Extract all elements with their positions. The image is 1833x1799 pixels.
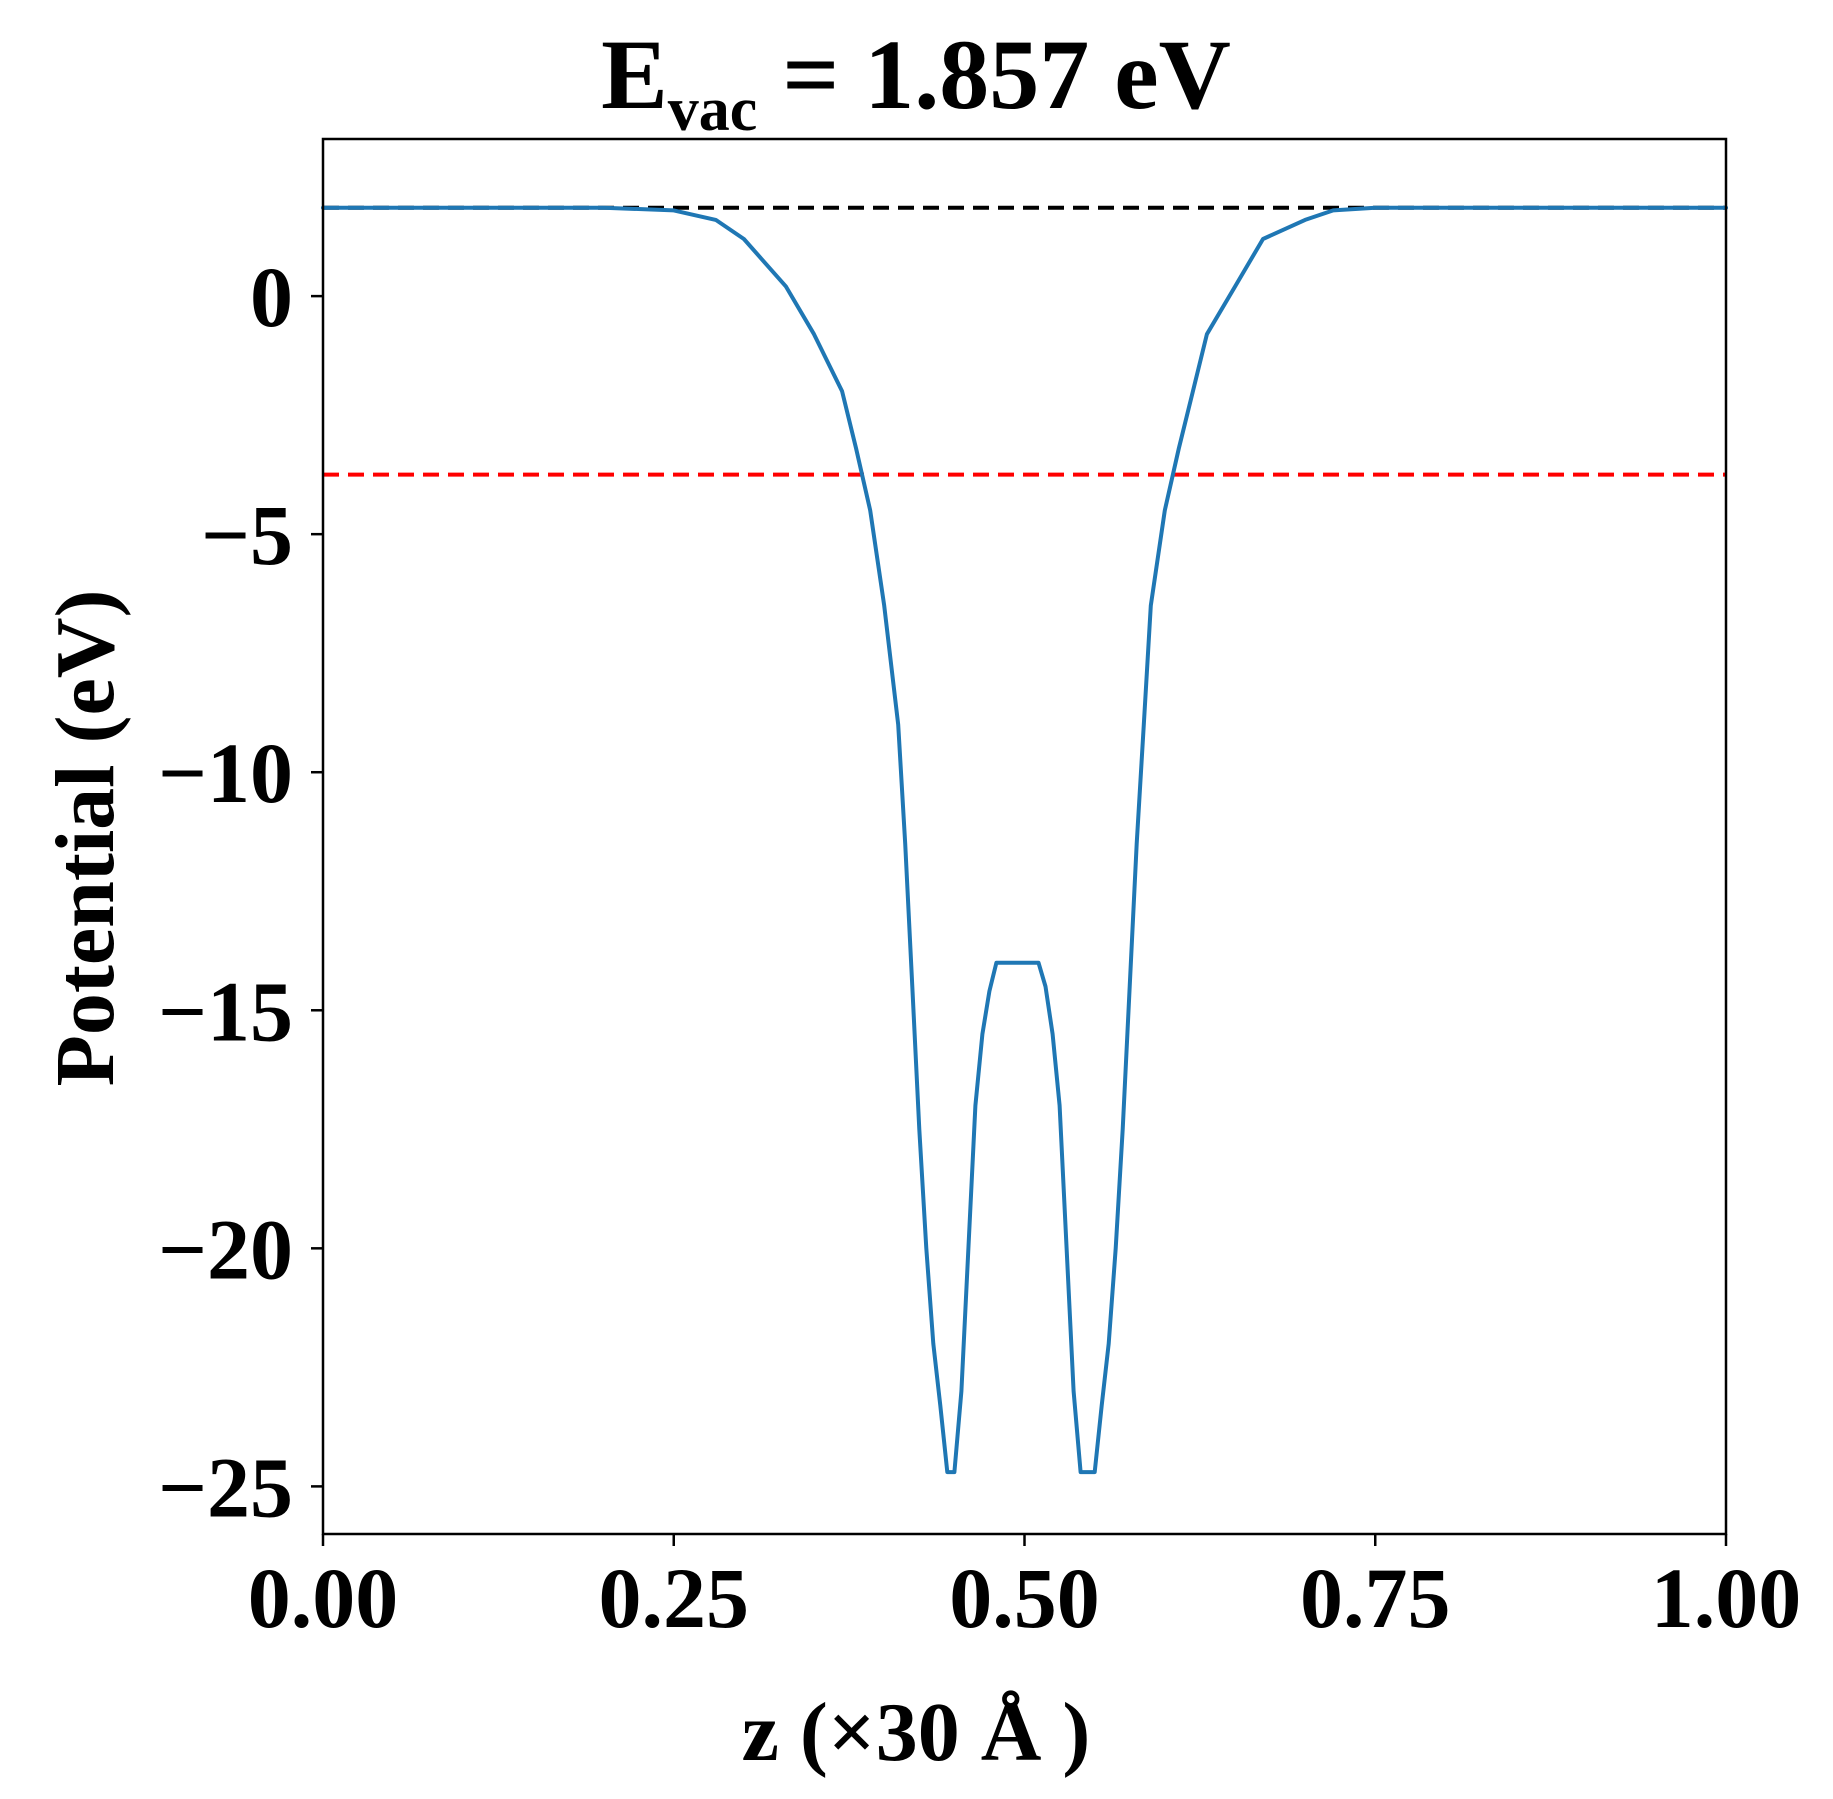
axes: 0.00 0.25 0.50 0.75 1.00 0 −5 −10 −15 −20 −25 <box>158 137 1802 1646</box>
y-tick-label: 0 <box>250 249 293 345</box>
title-rest: = 1.857 eV <box>757 19 1231 130</box>
y-tick-label: −10 <box>158 725 293 821</box>
x-tick-label: 0.50 <box>949 1550 1100 1646</box>
plot-area <box>321 205 1728 1475</box>
x-tick-label: 1.00 <box>1651 1550 1802 1646</box>
axes-frame <box>321 137 1728 1536</box>
series-line-0 <box>321 205 1728 1475</box>
y-axis-label: Potential (eV) <box>39 590 132 1087</box>
x-tick-label: 0.00 <box>248 1550 399 1646</box>
x-tick-label: 0.25 <box>599 1550 750 1646</box>
chart-title-text: Evac = 1.857 eV <box>601 19 1231 144</box>
x-axis-label: z (×30 Å ) <box>742 1686 1091 1779</box>
y-tick-label: −15 <box>158 963 293 1059</box>
title-subscript: vac <box>668 76 758 144</box>
x-tick-label: 0.75 <box>1300 1550 1451 1646</box>
chart-title: Evac = 1.857 eV <box>601 19 1231 144</box>
y-tick-label: −25 <box>158 1439 293 1535</box>
y-tick-label: −20 <box>158 1201 293 1297</box>
y-tick-label: −5 <box>201 487 293 583</box>
title-main: E <box>601 19 668 130</box>
